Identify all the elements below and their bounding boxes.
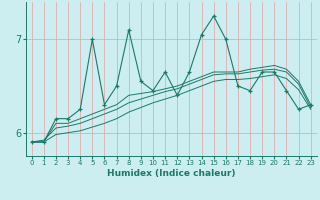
X-axis label: Humidex (Indice chaleur): Humidex (Indice chaleur) bbox=[107, 169, 236, 178]
